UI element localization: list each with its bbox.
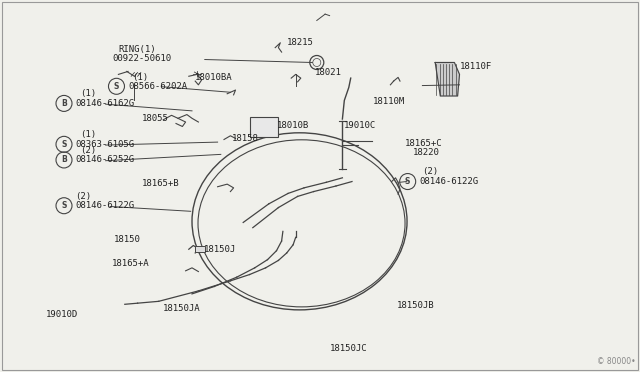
Text: 08146-6122G: 08146-6122G — [419, 177, 478, 186]
Polygon shape — [435, 62, 460, 96]
Text: 18150JC: 18150JC — [330, 344, 367, 353]
Text: 08146-6122G: 08146-6122G — [76, 201, 134, 210]
Text: 18165+A: 18165+A — [112, 259, 150, 268]
Text: 08363-6105G: 08363-6105G — [76, 140, 134, 149]
Text: © 80000•: © 80000• — [597, 357, 636, 366]
Text: (2): (2) — [422, 167, 438, 176]
Text: 18021: 18021 — [315, 68, 342, 77]
Text: B: B — [61, 155, 67, 164]
Text: 18150: 18150 — [114, 235, 141, 244]
Text: 18010B: 18010B — [276, 121, 308, 130]
Text: 18215: 18215 — [287, 38, 314, 47]
Text: 08146-6252G: 08146-6252G — [76, 155, 134, 164]
Text: 18150JA: 18150JA — [163, 304, 201, 312]
Text: S: S — [114, 82, 119, 91]
Text: 19010D: 19010D — [46, 310, 78, 319]
Text: 19010C: 19010C — [344, 121, 376, 130]
Text: S: S — [405, 177, 410, 186]
Text: 08146-6162G: 08146-6162G — [76, 99, 134, 108]
Text: (2): (2) — [80, 146, 96, 155]
Text: S: S — [61, 140, 67, 149]
Text: S: S — [61, 201, 67, 210]
Text: (1): (1) — [80, 89, 96, 98]
Text: 00922-50610: 00922-50610 — [112, 54, 171, 63]
Text: 18110M: 18110M — [372, 97, 404, 106]
Text: 18165+B: 18165+B — [142, 179, 180, 187]
Text: 18010BA: 18010BA — [195, 73, 233, 81]
Text: 18165+C: 18165+C — [404, 139, 442, 148]
Bar — [195, 246, 205, 251]
Bar — [250, 117, 278, 137]
Text: 18150J: 18150J — [204, 246, 236, 254]
Text: B: B — [61, 99, 67, 108]
Text: (1): (1) — [80, 130, 96, 139]
Text: 18158: 18158 — [232, 134, 259, 143]
Text: 18110F: 18110F — [460, 62, 492, 71]
Text: 18220: 18220 — [413, 148, 440, 157]
Text: 08566-6202A: 08566-6202A — [128, 82, 187, 91]
Text: RING(1): RING(1) — [118, 45, 156, 54]
Text: 18150JB: 18150JB — [397, 301, 435, 310]
Text: 18055: 18055 — [142, 114, 169, 123]
Text: (1): (1) — [132, 73, 148, 81]
Text: (2): (2) — [76, 192, 92, 201]
